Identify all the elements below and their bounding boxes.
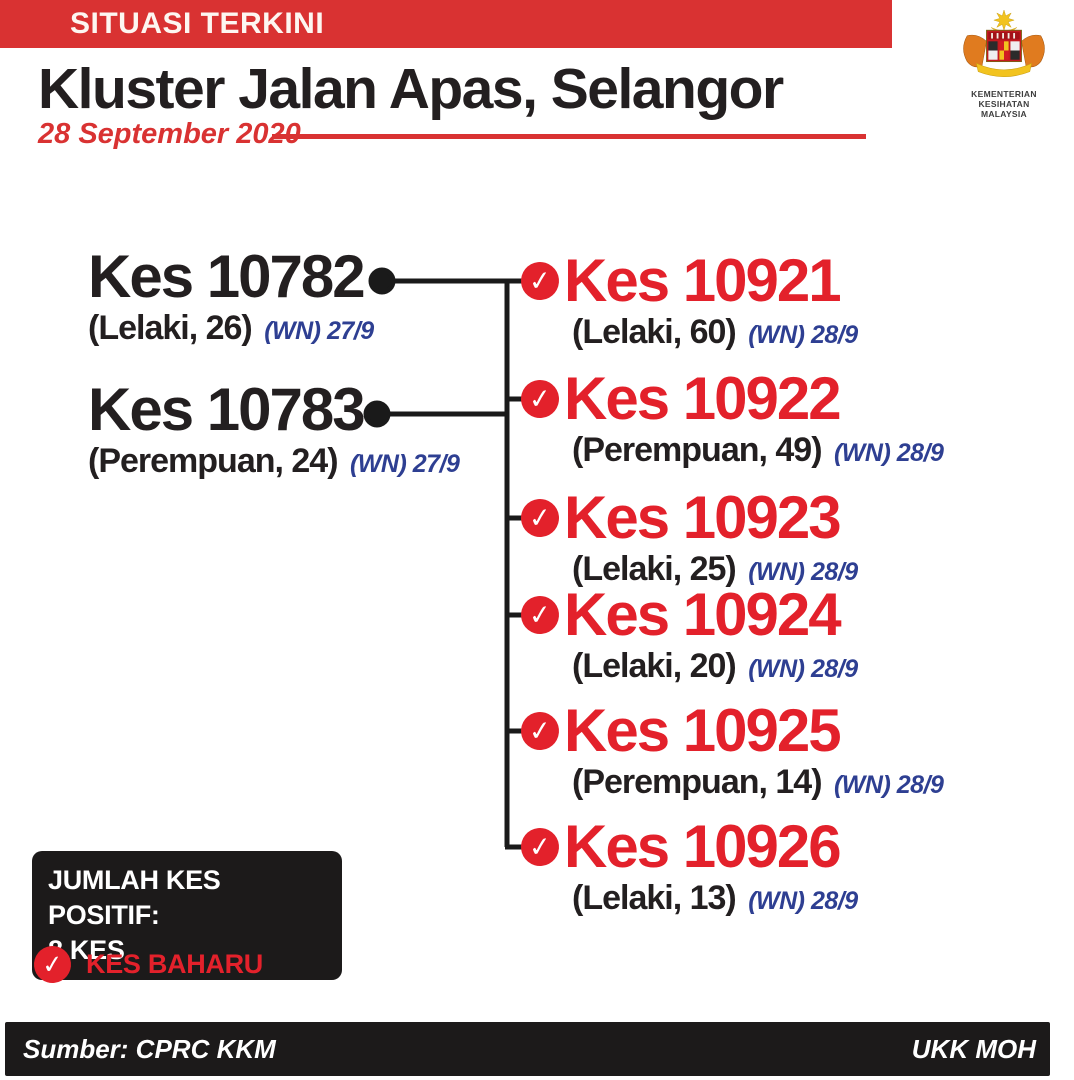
case-id: Kes 10783 [88, 376, 366, 443]
case-note: (WN) 27/9 [349, 450, 460, 478]
case-subtitle: (Perempuan, 49) (WN) 28/9 [572, 431, 944, 470]
case-note: (WN) 28/9 [833, 771, 944, 799]
case-detail: (Perempuan, 24) [88, 442, 339, 480]
case-id: Kes 10782 [88, 243, 366, 310]
case-note: (WN) 27/9 [264, 317, 374, 345]
moh-logo: KEMENTERIAN KESIHATAN MALAYSIA [948, 8, 1060, 119]
new-case-check-icon: ✓ [32, 944, 73, 985]
case-detail: (Perempuan, 14) [572, 763, 823, 801]
situasi-terkini-banner: SITUASI TERKINI [0, 0, 892, 48]
case-note: (WN) 28/9 [748, 655, 858, 683]
case-detail: (Lelaki, 26) [88, 309, 253, 347]
case-subtitle: (Perempuan, 24) (WN) 27/9 [88, 442, 460, 481]
case-detail: (Perempuan, 49) [572, 431, 823, 469]
case-text: Kes 10923 (Lelaki, 25) (WN) 28/9 [564, 487, 858, 589]
new-case-10924: ✓ Kes 10924 (Lelaki, 20) (WN) 28/9 [519, 584, 858, 686]
new-case-10925: ✓ Kes 10925 (Perempuan, 14) (WN) 28/9 [519, 697, 944, 802]
case-detail: (Lelaki, 60) [572, 313, 737, 351]
case-id: Kes 10923 [564, 484, 842, 551]
case-subtitle: (Lelaki, 60) (WN) 28/9 [572, 313, 858, 352]
case-text: Kes 10925 (Perempuan, 14) (WN) 28/9 [564, 697, 944, 802]
logo-caption: KEMENTERIAN KESIHATAN MALAYSIA [948, 89, 1060, 119]
page-title: Kluster Jalan Apas, Selangor [38, 57, 784, 121]
new-case-10921: ✓ Kes 10921 (Lelaki, 60) (WN) 28/9 [519, 250, 858, 352]
new-case-10922: ✓ Kes 10922 (Perempuan, 49) (WN) 28/9 [519, 365, 944, 470]
case-note: (WN) 28/9 [748, 887, 858, 915]
case-detail: (Lelaki, 20) [572, 647, 737, 685]
page-date: 28 September 2020 [38, 118, 301, 150]
case-detail: (Lelaki, 13) [572, 879, 737, 917]
new-case-legend: ✓ KES BAHARU [32, 944, 264, 985]
date-rule-line [272, 134, 866, 139]
case-id: Kes 10922 [564, 365, 842, 432]
footer-source: Sumber: CPRC KKM [23, 1033, 276, 1064]
new-case-check-icon: ✓ [519, 260, 561, 302]
case-text: Kes 10922 (Perempuan, 49) (WN) 28/9 [564, 365, 944, 470]
case-note: (WN) 28/9 [748, 321, 858, 349]
total-positive-cases-box: JUMLAH KES POSITIF: 8 KES [32, 851, 342, 980]
summary-label: JUMLAH KES POSITIF: [48, 865, 221, 930]
new-case-check-icon: ✓ [519, 826, 561, 868]
legend-label: KES BAHARU [86, 949, 264, 979]
case-subtitle: (Lelaki, 25) (WN) 28/9 [572, 550, 858, 589]
new-case-10923: ✓ Kes 10923 (Lelaki, 25) (WN) 28/9 [519, 487, 858, 589]
logo-caption-line2: MALAYSIA [980, 109, 1027, 119]
new-case-10926: ✓ Kes 10926 (Lelaki, 13) (WN) 28/9 [519, 816, 858, 918]
logo-caption-line1: KEMENTERIAN KESIHATAN [971, 89, 1037, 109]
case-text: Kes 10926 (Lelaki, 13) (WN) 28/9 [564, 816, 858, 918]
new-case-check-icon: ✓ [519, 497, 561, 539]
case-subtitle: (Lelaki, 13) (WN) 28/9 [572, 879, 858, 918]
case-text: Kes 10924 (Lelaki, 20) (WN) 28/9 [564, 584, 858, 686]
banner-label: SITUASI TERKINI [70, 7, 325, 40]
case-note: (WN) 28/9 [833, 439, 944, 467]
malaysia-coat-of-arms-icon [963, 9, 1045, 78]
case-id: Kes 10921 [564, 247, 842, 314]
new-case-check-icon: ✓ [519, 594, 561, 636]
case-id: Kes 10925 [564, 697, 842, 764]
case-subtitle: (Lelaki, 26) (WN) 27/9 [88, 309, 374, 348]
source-case-10783: Kes 10783 (Perempuan, 24) (WN) 27/9 [88, 376, 460, 481]
footer-bar: Sumber: CPRC KKM UKK MOH [5, 1022, 1050, 1076]
source-case-10782: Kes 10782 (Lelaki, 26) (WN) 27/9 [88, 246, 374, 348]
new-case-check-icon: ✓ [519, 378, 561, 420]
case-note: (WN) 28/9 [748, 558, 858, 586]
case-subtitle: (Lelaki, 20) (WN) 28/9 [572, 647, 858, 686]
case-detail: (Lelaki, 25) [572, 550, 737, 588]
new-case-check-icon: ✓ [519, 710, 561, 752]
case-subtitle: (Perempuan, 14) (WN) 28/9 [572, 763, 944, 802]
case-dot [368, 267, 396, 295]
case-id: Kes 10924 [564, 581, 842, 648]
case-id: Kes 10926 [564, 813, 842, 880]
case-text: Kes 10921 (Lelaki, 60) (WN) 28/9 [564, 250, 858, 352]
footer-credit: UKK MOH [911, 1033, 1036, 1064]
